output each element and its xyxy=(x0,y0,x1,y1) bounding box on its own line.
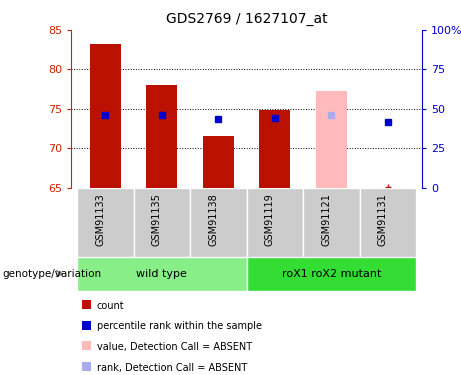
Text: wild type: wild type xyxy=(136,269,187,279)
Bar xyxy=(82,321,91,330)
Bar xyxy=(82,341,91,350)
Bar xyxy=(360,188,416,257)
Bar xyxy=(146,85,177,188)
Bar xyxy=(82,362,91,371)
Text: count: count xyxy=(97,301,124,310)
Bar xyxy=(303,188,360,257)
Bar xyxy=(77,257,247,291)
Text: GSM91119: GSM91119 xyxy=(265,193,275,246)
Text: GSM91121: GSM91121 xyxy=(321,193,331,246)
Bar xyxy=(82,300,91,309)
Text: GSM91133: GSM91133 xyxy=(95,193,106,246)
Bar xyxy=(247,257,416,291)
Bar xyxy=(190,188,247,257)
Text: rank, Detection Call = ABSENT: rank, Detection Call = ABSENT xyxy=(97,363,247,372)
Title: GDS2769 / 1627107_at: GDS2769 / 1627107_at xyxy=(166,12,327,26)
Text: genotype/variation: genotype/variation xyxy=(2,269,101,279)
Text: GSM91131: GSM91131 xyxy=(378,193,388,246)
Bar xyxy=(203,135,234,188)
Text: value, Detection Call = ABSENT: value, Detection Call = ABSENT xyxy=(97,342,252,352)
Bar xyxy=(260,110,290,188)
Text: roX1 roX2 mutant: roX1 roX2 mutant xyxy=(282,269,381,279)
Text: GSM91135: GSM91135 xyxy=(152,193,162,246)
Bar xyxy=(77,188,134,257)
Bar xyxy=(316,92,347,188)
Text: GSM91138: GSM91138 xyxy=(208,193,219,246)
Bar xyxy=(134,188,190,257)
Text: percentile rank within the sample: percentile rank within the sample xyxy=(97,321,262,331)
Bar xyxy=(90,44,121,188)
Bar xyxy=(247,188,303,257)
